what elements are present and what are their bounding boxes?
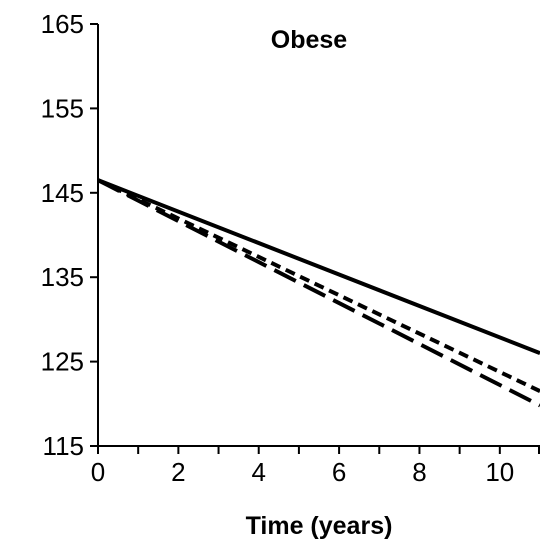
x-tick-label: 4 bbox=[251, 457, 265, 487]
series-line-long-dash bbox=[97, 178, 540, 408]
x-tick-label: 10 bbox=[485, 457, 514, 487]
series-line-solid bbox=[97, 178, 540, 356]
x-tick-label: 8 bbox=[412, 457, 426, 487]
y-tick-label: 155 bbox=[41, 93, 84, 123]
chart-title: Obese bbox=[271, 26, 348, 54]
y-tick-label: 145 bbox=[41, 178, 84, 208]
x-tick-label: 6 bbox=[332, 457, 346, 487]
y-tick-label: 125 bbox=[41, 347, 84, 377]
x-ticks-group: 0 2 4 6 8 10 bbox=[91, 446, 540, 487]
axes-group bbox=[97, 24, 540, 447]
y-tick-label: 165 bbox=[41, 9, 84, 39]
y-tick-label: 115 bbox=[43, 431, 84, 461]
x-tick-label: 2 bbox=[171, 457, 185, 487]
series-line-short-dash bbox=[97, 178, 540, 393]
x-tick-label: 0 bbox=[91, 457, 105, 487]
y-tick-label: 135 bbox=[41, 262, 84, 292]
plot-series-group bbox=[97, 178, 540, 408]
y-ticks-group: 115 125 135 145 155 165 bbox=[41, 9, 98, 461]
x-axis-title: Time (years) bbox=[246, 512, 393, 540]
